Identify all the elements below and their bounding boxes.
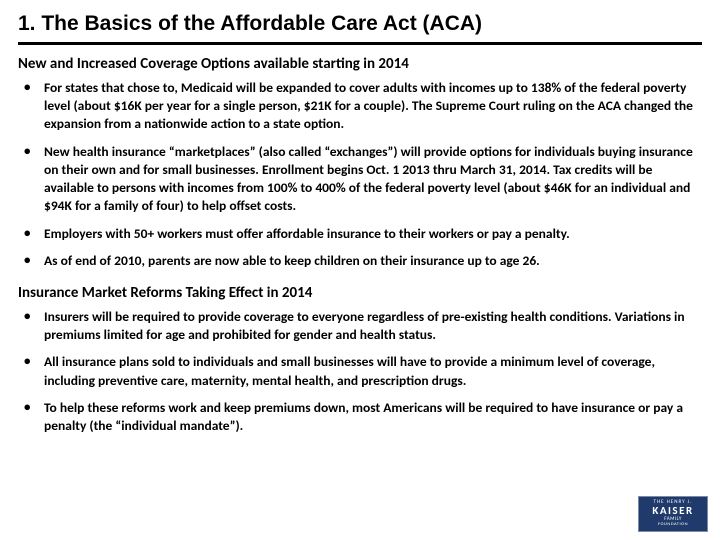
section-heading: New and Increased Coverage Options avail… (18, 55, 702, 73)
title-rule (18, 42, 702, 45)
list-item: For states that chose to, Medicaid will … (18, 79, 702, 134)
bullet-list: Insurers will be required to provide cov… (18, 308, 702, 435)
logo-line: FOUNDATION (658, 523, 688, 528)
list-item: Employers with 50+ workers must offer af… (18, 225, 702, 243)
section-heading: Insurance Market Reforms Taking Effect i… (18, 284, 702, 302)
list-item: Insurers will be required to provide cov… (18, 308, 702, 344)
list-item: New health insurance “marketplaces” (als… (18, 143, 702, 216)
kaiser-logo: THE HENRY J. KAISER FAMILY FOUNDATION (638, 496, 708, 532)
list-item: All insurance plans sold to individuals … (18, 353, 702, 389)
list-item: As of end of 2010, parents are now able … (18, 252, 702, 270)
slide-title: 1. The Basics of the Affordable Care Act… (18, 12, 702, 36)
list-item: To help these reforms work and keep prem… (18, 399, 702, 435)
bullet-list: For states that chose to, Medicaid will … (18, 79, 702, 270)
